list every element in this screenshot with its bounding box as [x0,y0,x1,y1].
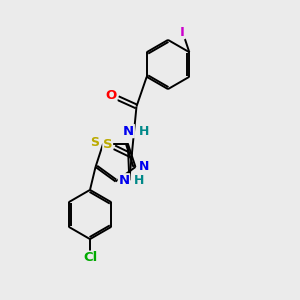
Text: N: N [118,174,130,187]
Text: H: H [139,124,149,138]
Text: S: S [103,138,112,152]
Text: Cl: Cl [83,251,97,264]
Text: N: N [123,124,134,138]
Text: I: I [180,26,185,39]
Text: H: H [134,174,144,187]
Text: O: O [106,89,117,102]
Text: S: S [90,136,99,148]
Text: N: N [139,160,149,173]
